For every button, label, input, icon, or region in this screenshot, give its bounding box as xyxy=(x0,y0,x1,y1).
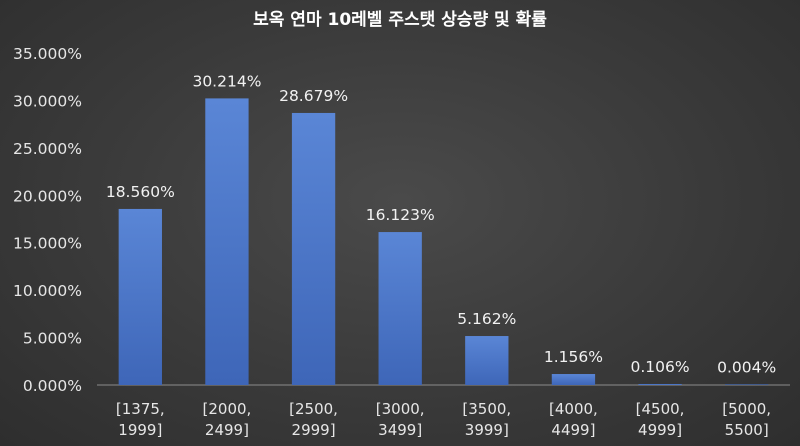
y-axis: 0.000% 5.000% 10.000% 15.000% 20.000% 25.000%… xyxy=(13,45,82,395)
y-tick-label: 30.000% xyxy=(13,92,82,110)
bar xyxy=(638,383,682,385)
x-tick-label: 2999] xyxy=(292,421,336,439)
y-tick-label: 10.000% xyxy=(13,282,82,300)
bar xyxy=(378,232,422,385)
data-label: 0.106% xyxy=(631,358,690,376)
bar xyxy=(291,112,336,385)
data-label: 30.214% xyxy=(192,72,261,90)
x-axis: [1375, 1999] [2000, 2499] [2500, 2999] [3000, 3… xyxy=(116,400,771,439)
chart-title: 보옥 연마 10레벨 주스탯 상승량 및 확률 xyxy=(253,10,547,30)
data-label: 18.560% xyxy=(106,183,175,201)
x-tick-label: [2000, xyxy=(203,400,252,418)
bar xyxy=(205,98,249,386)
bar xyxy=(118,208,162,385)
bar xyxy=(465,336,509,385)
x-tick-label: [5000, xyxy=(722,400,771,418)
data-label: 16.123% xyxy=(366,206,435,224)
y-tick-label: 5.000% xyxy=(23,330,82,348)
x-tick-label: 2499] xyxy=(205,421,249,439)
x-tick-label: [4000, xyxy=(549,400,598,418)
y-tick-label: 35.000% xyxy=(13,45,82,63)
bars xyxy=(118,98,769,386)
x-tick-label: 1999] xyxy=(118,421,162,439)
x-tick-label: 5500] xyxy=(725,421,769,439)
bar xyxy=(725,384,769,385)
y-tick-label: 20.000% xyxy=(13,187,82,205)
x-tick-label: [3500, xyxy=(462,400,511,418)
bar xyxy=(551,374,596,385)
x-tick-label: [3000, xyxy=(376,400,425,418)
x-tick-label: [1375, xyxy=(116,400,165,418)
x-tick-label: [4500, xyxy=(636,400,685,418)
data-label: 1.156% xyxy=(544,348,603,366)
y-tick-label: 15.000% xyxy=(13,235,82,253)
x-tick-label: 4999] xyxy=(638,421,682,439)
x-tick-label: [2500, xyxy=(289,400,338,418)
data-labels: 18.560% 30.214% 28.679% 16.123% 5.162% 1.156%… xyxy=(106,72,776,376)
data-label: 28.679% xyxy=(279,87,348,105)
y-tick-label: 25.000% xyxy=(13,140,82,158)
x-tick-label: 3499] xyxy=(378,421,422,439)
data-label: 0.004% xyxy=(717,358,776,376)
data-label: 5.162% xyxy=(457,310,516,328)
x-tick-label: 4499] xyxy=(551,421,595,439)
y-tick-label: 0.000% xyxy=(23,377,82,395)
x-tick-label: 3999] xyxy=(465,421,509,439)
